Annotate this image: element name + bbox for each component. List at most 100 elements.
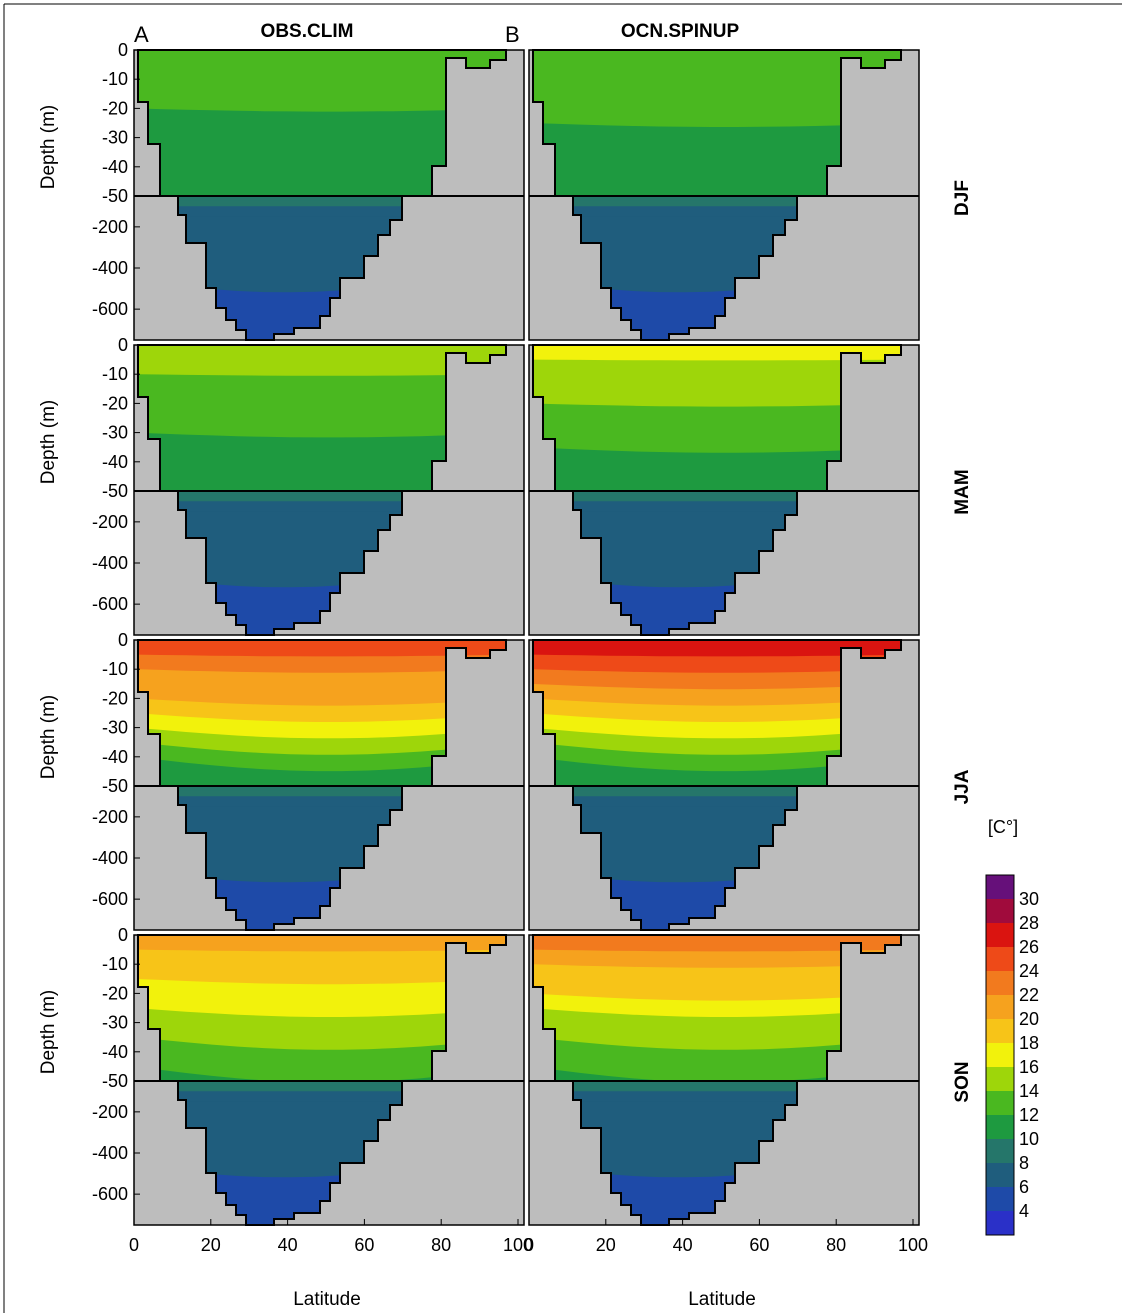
y-tick-label: -10 [102,954,128,974]
y-tick-label: -20 [102,393,128,413]
x-tick-label: 80 [826,1235,846,1255]
panel-obs-clim-djf: 0 -10 -20 -30 -40 -50 -200 -400 -600 Depth (m) [38,40,525,341]
x-tick-label: 60 [354,1235,374,1255]
season-label-jja: JJA [952,769,973,804]
y-tick-label: -600 [92,1184,128,1204]
colorbar-border [985,874,1015,1236]
colorbar-tick-label: 20 [1019,1009,1039,1029]
y-tick-label: -200 [92,217,128,237]
x-axis-title-right: Latitude [688,1289,756,1310]
panel-border [528,934,920,1226]
y-tick-label: -10 [102,364,128,384]
x-tick-label: 0 [524,1235,534,1255]
colorbar-tick-label: 12 [1019,1105,1039,1125]
bathymetry-outline [532,934,902,1226]
x-tick-label: 0 [129,1235,139,1255]
column-title-spinup: OCN.SPINUP [621,21,740,42]
bathymetry-outline [137,934,507,1226]
colorbar-segment [986,1139,1014,1163]
season-label-son: SON [952,1061,973,1102]
y-tick-label: -400 [92,553,128,573]
colorbar-segment [986,1115,1014,1139]
y-tick-label: -30 [102,1013,128,1033]
y-tick-label: -40 [102,747,128,767]
y-tick-label: -400 [92,1143,128,1163]
x-tick-label: 100 [503,1235,533,1255]
colorbar-tick-label: 28 [1019,913,1039,933]
panel-ocn-spinup-djf [528,49,920,341]
y-tick-label: -400 [92,848,128,868]
colorbar-segment [986,1211,1014,1235]
y-tick-label: 0 [118,40,128,60]
panel-border [133,49,525,341]
colorbar-tick-label: 10 [1019,1129,1039,1149]
x-tick-label: 40 [278,1235,298,1255]
panel-ocn-spinup-jja [528,639,920,931]
colorbar-tick-label: 14 [1019,1081,1039,1101]
panel-obs-clim-son: 0 -10 -20 -30 -40 -50 -200 -400 -600 Depth (m) 0 20… [38,925,533,1255]
colorbar-tick-label: 8 [1019,1153,1029,1173]
y-tick-label: -40 [102,1042,128,1062]
y-tick-label: -30 [102,423,128,443]
y-tick-label: 0 [118,925,128,945]
y-tick-label: -10 [102,659,128,679]
colorbar-segment [986,947,1014,971]
colorbar-tick-label: 18 [1019,1033,1039,1053]
colorbar-segment [986,1019,1014,1043]
panel-border [528,639,920,931]
x-tick-label: 20 [596,1235,616,1255]
colorbar-segment [986,923,1014,947]
colorbar-segment [986,1187,1014,1211]
bathymetry-outline [532,639,902,931]
colorbar-segment [986,1043,1014,1067]
bathymetry-outline [137,344,507,636]
colorbar-tick-label: 6 [1019,1177,1029,1197]
y-tick-label: -200 [92,807,128,827]
panel-ocn-spinup-mam [528,344,920,636]
y-tick-label: -600 [92,594,128,614]
panel-border [133,344,525,636]
colorbar-tick-label: 30 [1019,889,1039,909]
panel-border [133,639,525,931]
y-tick-label: -10 [102,69,128,89]
panel-border [528,49,920,341]
y-tick-label: -50 [102,776,128,796]
y-tick-label: -600 [92,299,128,319]
season-label-mam: MAM [952,469,973,514]
x-axis-title-left: Latitude [293,1289,361,1310]
bathymetry-outline [137,639,507,931]
y-axis-title: Depth (m) [38,400,59,484]
colorbar: 30 28 26 24 22 20 18 16 14 12 10 8 6 4 [985,874,1039,1236]
y-tick-label: 0 [118,335,128,355]
x-tick-label: 60 [749,1235,769,1255]
y-tick-label: -200 [92,1102,128,1122]
panel-obs-clim-mam: 0 -10 -20 -30 -40 -50 -200 -400 -600 Depth (m) [38,335,525,636]
y-tick-label: -600 [92,889,128,909]
colorbar-unit-label: [C°] [988,817,1018,837]
season-label-djf: DJF [952,180,973,216]
y-tick-label: -30 [102,128,128,148]
bathymetry-outline [532,344,902,636]
bathymetry-outline [532,49,902,341]
y-tick-label: -20 [102,98,128,118]
colorbar-segment [986,875,1014,899]
panel-letter-a: A [134,22,149,47]
x-tick-label: 100 [898,1235,928,1255]
colorbar-segment [986,1163,1014,1187]
y-tick-label: -50 [102,1071,128,1091]
colorbar-tick-label: 16 [1019,1057,1039,1077]
y-tick-label: -50 [102,186,128,206]
y-tick-label: -200 [92,512,128,532]
colorbar-segment [986,1091,1014,1115]
colorbar-tick-label: 22 [1019,985,1039,1005]
panel-letter-b: B [505,22,520,47]
y-tick-label: -20 [102,983,128,1003]
x-tick-label: 40 [673,1235,693,1255]
y-tick-label: -50 [102,481,128,501]
colorbar-segment [986,1067,1014,1091]
y-tick-label: 0 [118,630,128,650]
colorbar-tick-label: 26 [1019,937,1039,957]
y-axis-title: Depth (m) [38,105,59,189]
